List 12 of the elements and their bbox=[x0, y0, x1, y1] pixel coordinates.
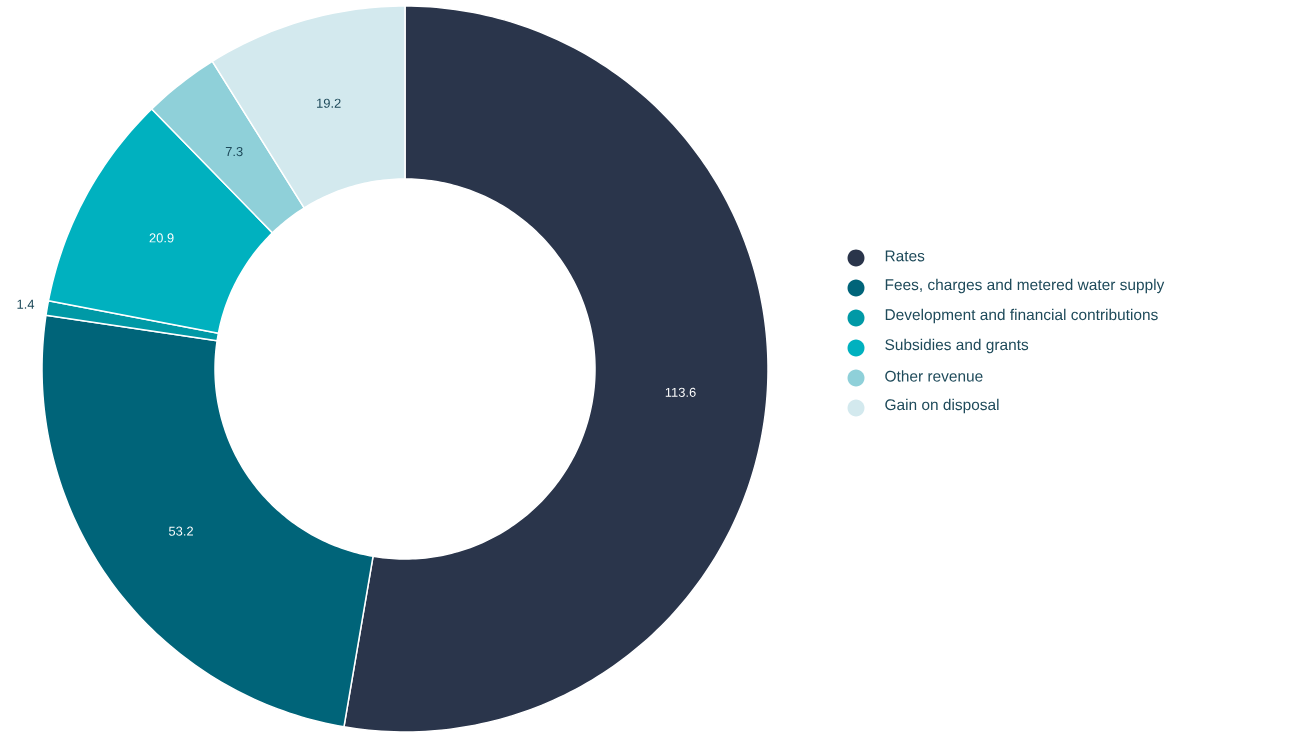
data-label: 20.9 bbox=[149, 233, 174, 243]
data-label: 53.2 bbox=[168, 526, 193, 536]
legend-label: Fees, charges and metered water supply bbox=[885, 278, 1165, 294]
data-label: 7.3 bbox=[225, 146, 243, 157]
data-label: 1.4 bbox=[17, 299, 35, 309]
legend-label: Development and financial contributions bbox=[885, 308, 1158, 324]
legend-label: Subsidies and grants bbox=[885, 338, 1029, 354]
legend-label: Gain on disposal bbox=[885, 398, 999, 414]
data-label: 113.6 bbox=[665, 387, 696, 397]
data-label: 19.2 bbox=[317, 98, 341, 108]
legend-label: Rates bbox=[885, 250, 925, 262]
legend-label: Other revenue bbox=[885, 370, 983, 382]
